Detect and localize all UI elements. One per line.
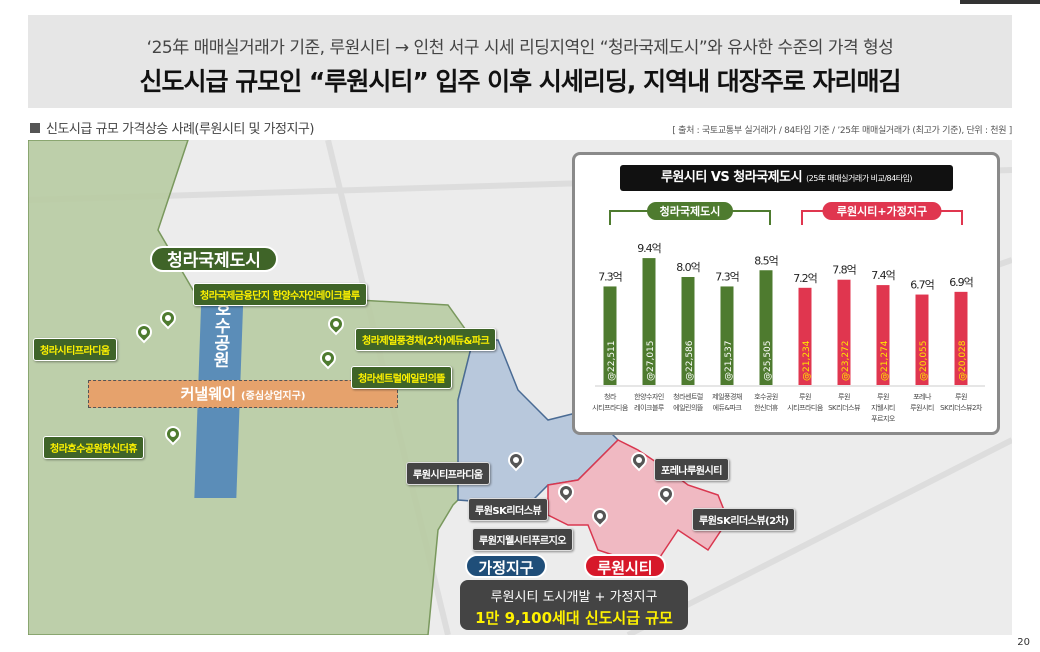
bar-value-label: 7.3억: [715, 270, 739, 283]
bar: [603, 286, 617, 385]
luone-label: 루원시티: [584, 554, 666, 578]
chart-title-text: 루원시티 VS 청라국제도시: [660, 170, 803, 185]
category-label: 포레나: [913, 392, 932, 401]
header-title: 신도시급 규모인 “루원시티” 입주 이후 시세리딩, 지역내 대장주로 자리매…: [139, 67, 902, 96]
category-label: 제일풍경채: [712, 392, 742, 401]
category-label: 청라센트럴: [673, 392, 703, 401]
bar: [798, 287, 812, 385]
chart-plot: 청라국제도시 루원시티+가정지구 7.3억 @22,511 청라시티프라디움 9.4억 @2…: [592, 202, 985, 423]
section-title: 신도시급 규모 가격상승 사례(루원시티 및 가정지구): [30, 118, 314, 137]
bar: [954, 291, 968, 385]
canalway-zone: 커낼웨이 (중심상업지구): [88, 380, 398, 408]
map-tag-luone[interactable]: 루원SK리더스뷰(2차): [692, 508, 796, 531]
category-label: 호수공원: [754, 392, 778, 401]
source-note: [ 출처 : 국토교통부 실거래가 / 84타입 기준 / ’25年 매매실거래…: [672, 126, 1012, 136]
bar-price-label: @22,511: [607, 341, 617, 382]
category-label: 루원: [799, 392, 811, 401]
map-tag-cheongna[interactable]: 청라국제금융단지 한양수자인레이크블루: [193, 283, 367, 306]
group-label-bg: [822, 202, 942, 220]
section-title-text: 신도시급 규모 가격상승 사례(루원시티 및 가정지구): [46, 122, 314, 137]
bar: [681, 277, 695, 385]
map-tag-luone[interactable]: 루원시티프라디움: [406, 462, 490, 485]
canal-sublabel: (중심상업지구): [241, 391, 306, 402]
bar: [915, 294, 929, 385]
bar-price-label: @23,272: [841, 341, 851, 382]
category-label: 한양수자인: [634, 392, 664, 401]
bar-value-label: 7.4억: [871, 269, 895, 282]
bar: [759, 270, 773, 385]
bar-value-label: 6.7억: [910, 279, 934, 292]
header-subtitle: ‘25年 매매실거래가 기준, 루원시티 → 인천 서구 시세 리딩지역인 “청…: [146, 38, 894, 58]
info-line-1: 루원시티 도시개발 + 가정지구: [490, 590, 658, 605]
chart-title: 루원시티 VS 청라국제도시 (25年 매매실거래가 비교/84타입): [620, 165, 953, 191]
category-label: 푸르지오: [871, 414, 896, 423]
category-label: 지웰시티: [871, 403, 895, 412]
scale-info-box: 루원시티 도시개발 + 가정지구 1만 9,100세대 신도시급 규모: [460, 580, 688, 630]
bar-value-label: 7.3억: [598, 270, 622, 283]
price-comparison-chart: 루원시티 VS 청라국제도시 (25年 매매실거래가 비교/84타입) 청라국제…: [572, 152, 1000, 435]
bar-value-label: 8.5억: [754, 254, 778, 267]
group-label: 청라국제도시: [660, 204, 721, 218]
map: 호수공원 커낼웨이 (중심상업지구) 청라국제도시 청라국제금융단지 한양수자인…: [28, 140, 1012, 635]
category-label: 시티프라디움: [787, 403, 824, 412]
bar-price-label: @25,505: [763, 341, 773, 382]
cheongna-label: 청라국제도시: [150, 246, 278, 272]
bar-value-label: 7.2억: [793, 272, 817, 285]
bar-price-label: @22,586: [685, 340, 695, 381]
group-label: 루원시티+가정지구: [837, 204, 927, 218]
bar-value-label: 7.8억: [832, 264, 856, 277]
bar-price-label: @20,055: [919, 341, 929, 382]
category-label: 에듀&파크: [713, 403, 743, 412]
bar-price-label: @21,537: [724, 341, 734, 382]
chart-title-sub: (25年 매매실거래가 비교/84타입): [806, 174, 913, 183]
bar-price-label: @21,234: [802, 340, 812, 381]
group-label-bg: [647, 202, 733, 220]
bar-price-label: @20,028: [958, 340, 968, 381]
category-label: 루원: [955, 392, 967, 401]
canal-label: 커낼웨이: [180, 385, 236, 403]
map-tag-cheongna[interactable]: 청라호수공원한신더휴: [43, 436, 144, 459]
category-label: 한신더휴: [754, 403, 779, 412]
category-label: 청라: [604, 392, 617, 401]
category-label: SK리더스뷰: [828, 403, 861, 412]
category-label: SK리더스뷰2차: [940, 403, 983, 412]
map-tag-cheongna[interactable]: 청라센트럴에일린의뜰: [351, 366, 452, 389]
map-tag-cheongna[interactable]: 청라시티프라디움: [33, 338, 117, 361]
bar: [720, 286, 734, 385]
category-label: 시티프라디움: [592, 403, 629, 412]
map-tag-luone[interactable]: 루원지웰시티푸르지오: [472, 528, 573, 551]
square-bullet-icon: [30, 123, 40, 133]
bar: [837, 279, 851, 385]
info-line-2: 1만 9,100세대 신도시급 규모: [475, 609, 673, 627]
category-label: 루원: [877, 392, 889, 401]
map-tag-luone[interactable]: 루원SK리더스뷰: [468, 498, 549, 521]
map-tag-cheongna[interactable]: 청라제일풍경채(2차)에듀&파크: [355, 328, 497, 351]
category-label: 루원: [838, 392, 850, 401]
bar-value-label: 9.4억: [637, 242, 661, 255]
bar-price-label: @27,015: [646, 341, 656, 382]
park-label: 호수공원: [208, 300, 232, 368]
gajeong-label: 가정지구: [465, 554, 547, 578]
bar-price-label: @21,274: [880, 340, 890, 381]
top-accent-bar: [960, 0, 1040, 4]
map-tag-luone[interactable]: 포레나루원시티: [654, 458, 729, 481]
category-label: 루원시티: [910, 403, 934, 412]
bar-value-label: 6.9억: [949, 276, 973, 289]
bar: [876, 285, 890, 385]
bar: [642, 258, 656, 385]
header-box: ‘25年 매매실거래가 기준, 루원시티 → 인천 서구 시세 리딩지역인 “청…: [28, 15, 1012, 108]
luone-region: [547, 439, 729, 561]
page-number: 20: [1017, 637, 1030, 648]
category-label: 에일린의뜰: [673, 403, 704, 412]
category-label: 레이크블루: [634, 403, 665, 412]
bar-value-label: 8.0억: [676, 261, 700, 274]
